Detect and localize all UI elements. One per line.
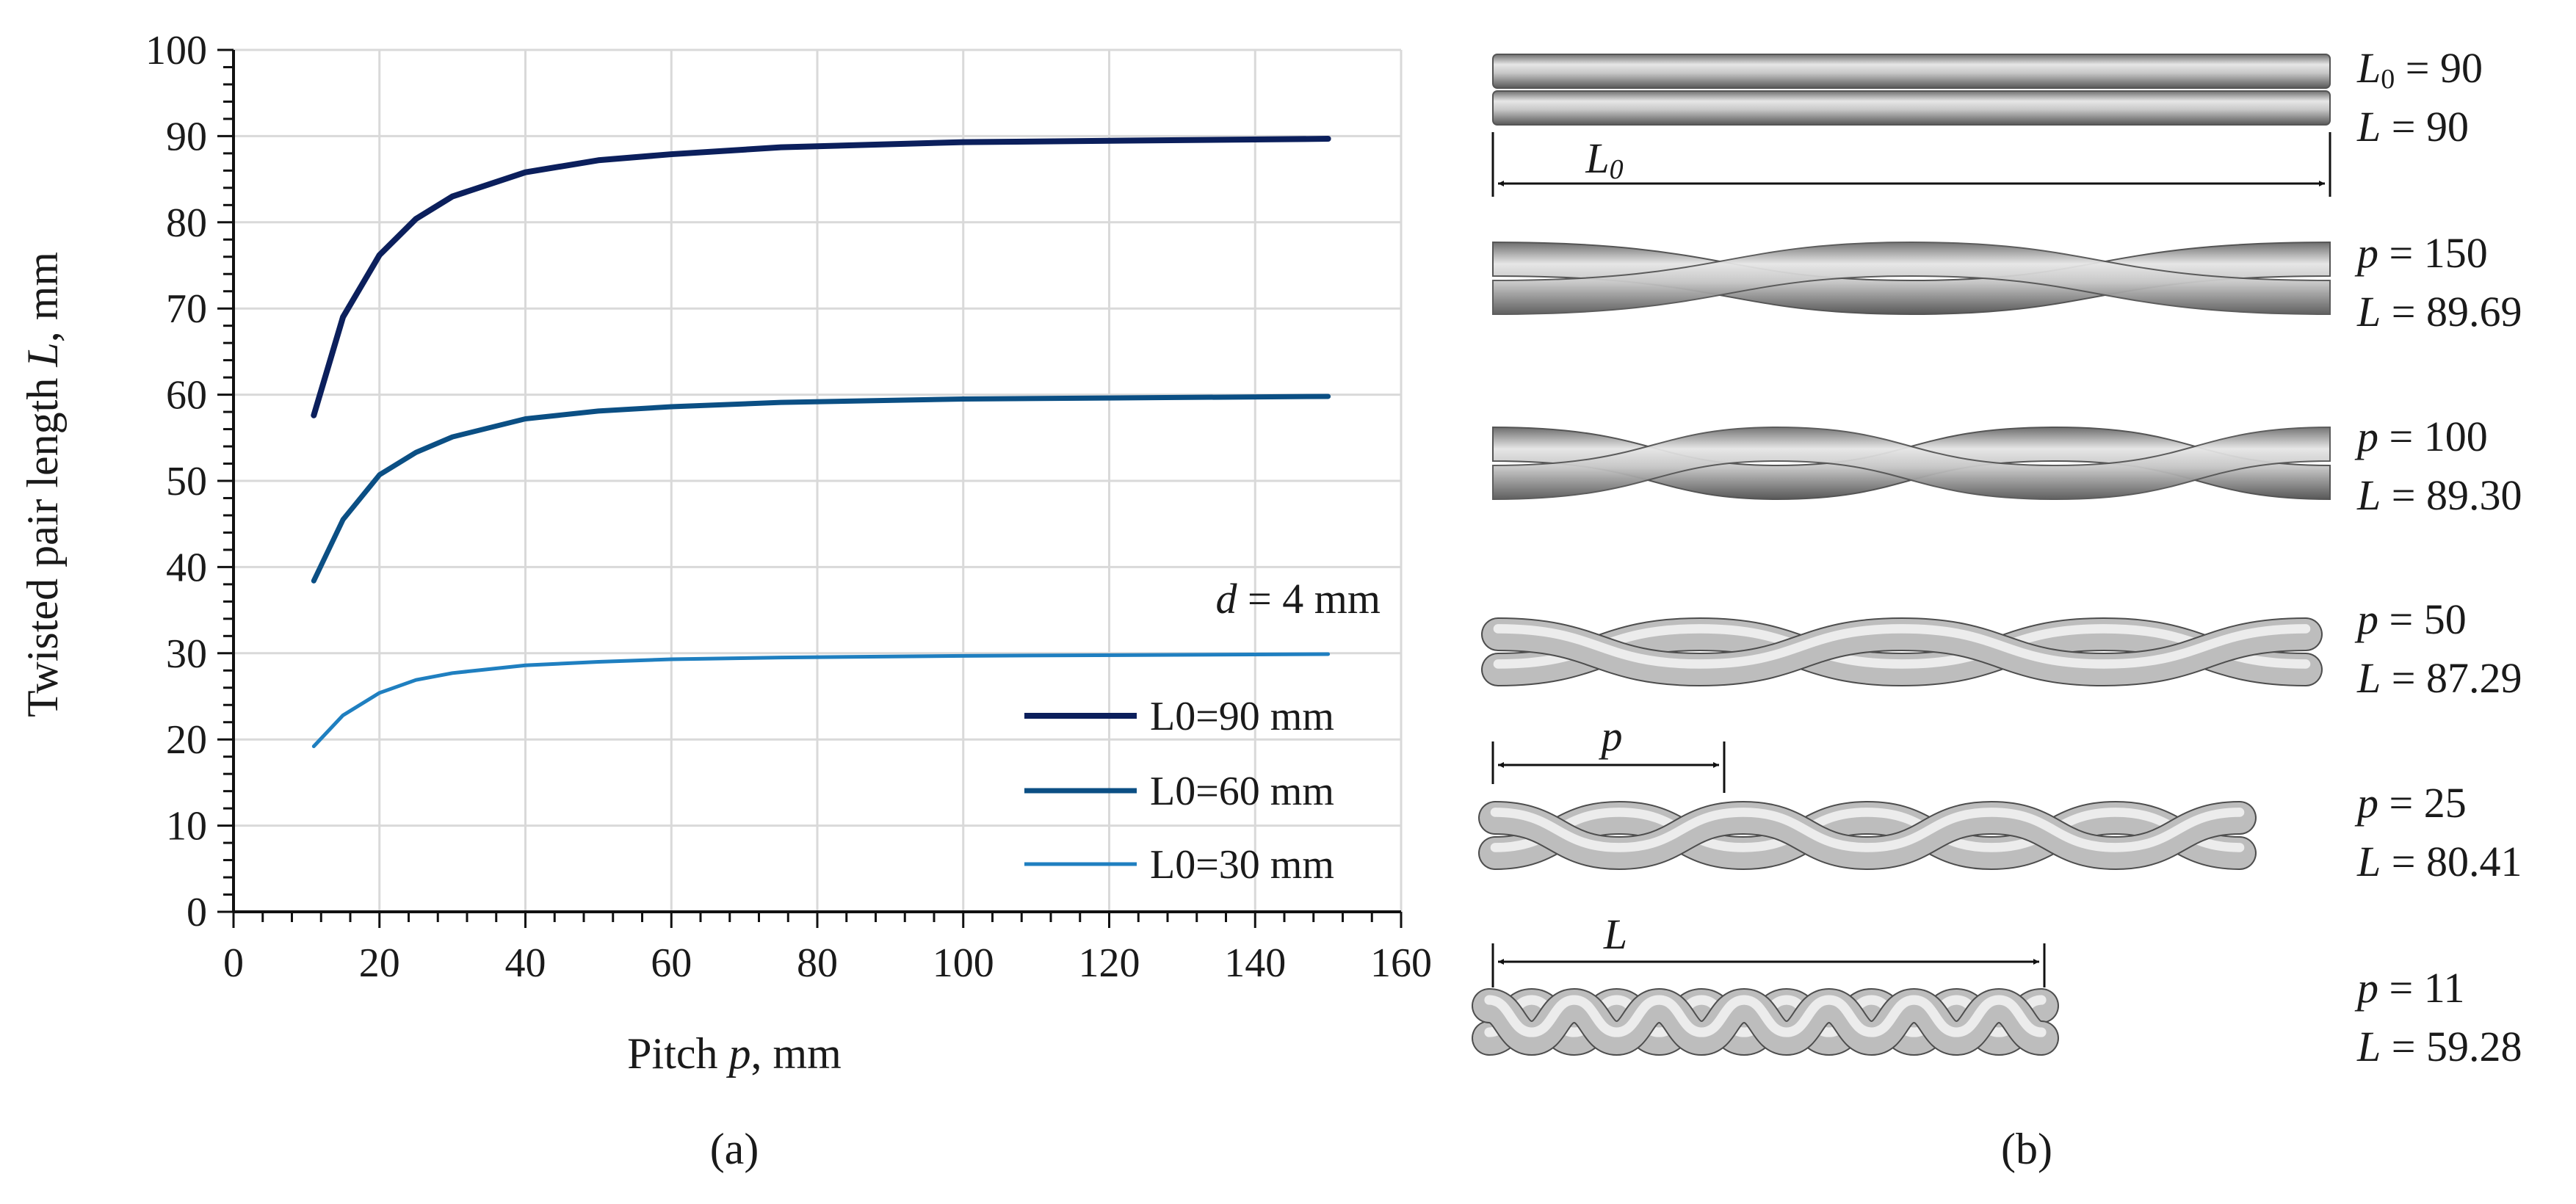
strand-highlight-2 [1493, 624, 2311, 669]
panel-b-label: (b) [2001, 1125, 2052, 1173]
twisted-pair-p150 [1492, 241, 2331, 316]
l-dim-label: L [1603, 910, 1627, 958]
y-tick-label: 30 [166, 631, 207, 677]
caption-4-line-2: L = 87.29 [2356, 654, 2522, 702]
twisted-pair-p11 [1472, 987, 2059, 1056]
chart-axes [217, 48, 1403, 928]
legend-label-1: L0=90 mm [1150, 694, 1334, 739]
twisted-pair-p25 [1478, 800, 2257, 871]
x-tick-label: 0 [223, 940, 244, 986]
y-tick-label: 60 [166, 373, 207, 418]
series-line-2 [311, 394, 1331, 584]
chart-tick-labels: 0 10 20 30 40 50 60 70 80 90 100 0 20 40 60 80 100 120 140… [145, 28, 1432, 986]
strand-2 [1480, 802, 2255, 869]
diagram-captions: L0 = 90 L = 90 p = 150 L = 89.69 p = 100 L = … [2354, 44, 2522, 1070]
x-tick-label: 40 [505, 940, 546, 986]
caption-5-line-2: L = 80.41 [2356, 838, 2522, 885]
chart-grid [234, 48, 1403, 912]
y-tick-label: 90 [166, 114, 207, 159]
x-tick-label: 100 [933, 940, 994, 986]
strand-1 [1483, 618, 2321, 686]
x-tick-label: 60 [651, 940, 692, 986]
caption-1-line-1: L0 = 90 [2356, 44, 2483, 95]
legend-label-3: L0=30 mm [1150, 842, 1334, 888]
x-axis-label: Pitch p, mm [627, 1029, 842, 1078]
straight-pair-rods [1492, 54, 2331, 126]
y-tick-label: 100 [145, 28, 207, 73]
y-tick-label: 50 [166, 459, 207, 504]
caption-1-line-2: L = 90 [2356, 103, 2469, 150]
series-line-3 [311, 652, 1331, 749]
p-dim-label: p [1599, 712, 1623, 760]
caption-6-line-1: p = 11 [2354, 964, 2465, 1012]
strand-1 [1480, 802, 2255, 869]
caption-4-line-1: p = 50 [2354, 595, 2467, 643]
strand-highlight-1 [1493, 624, 2311, 669]
panel-a-label: (a) [710, 1125, 759, 1173]
y-tick-label: 80 [166, 200, 207, 246]
chart-annotation: d = 4 mm [1216, 575, 1381, 623]
chart-series [311, 136, 1331, 749]
y-tick-label: 10 [166, 804, 207, 849]
chart-legend: L0=90 mm L0=60 mm L0=30 mm [1024, 694, 1334, 888]
twisted-pair-diagram: L0 p L L0 = 90 L = 90 p = 150 L = 89.69 p = … [1472, 44, 2522, 1070]
twisted-pair-p50 [1481, 617, 2323, 687]
y-tick-label: 20 [166, 717, 207, 763]
y-tick-label: 0 [187, 890, 207, 935]
strand-highlight-2 [1484, 995, 2047, 1037]
x-tick-label: 120 [1079, 940, 1140, 986]
series-line-1 [311, 136, 1331, 418]
l0-dim-label: L0 [1585, 134, 1623, 185]
caption-2-line-2: L = 89.69 [2356, 288, 2522, 336]
caption-2-line-1: p = 150 [2354, 229, 2488, 277]
caption-3-line-2: L = 89.30 [2356, 471, 2522, 519]
legend-label-2: L0=60 mm [1150, 769, 1334, 814]
strand-highlight-1 [1490, 808, 2245, 852]
x-tick-label: 20 [359, 940, 400, 986]
strand-2 [1483, 618, 2321, 686]
caption-3-line-1: p = 100 [2354, 413, 2488, 460]
caption-5-line-1: p = 25 [2354, 779, 2467, 827]
x-tick-label: 160 [1370, 940, 1432, 986]
twisted-pair-p100 [1492, 426, 2331, 501]
y-tick-label: 40 [166, 545, 207, 590]
y-axis-label: Twisted pair length L, mm [18, 252, 67, 717]
x-tick-label: 80 [797, 940, 838, 986]
y-tick-label: 70 [166, 286, 207, 332]
strand-highlight-2 [1490, 808, 2245, 852]
x-tick-label: 140 [1224, 940, 1286, 986]
caption-6-line-2: L = 59.28 [2356, 1023, 2522, 1070]
